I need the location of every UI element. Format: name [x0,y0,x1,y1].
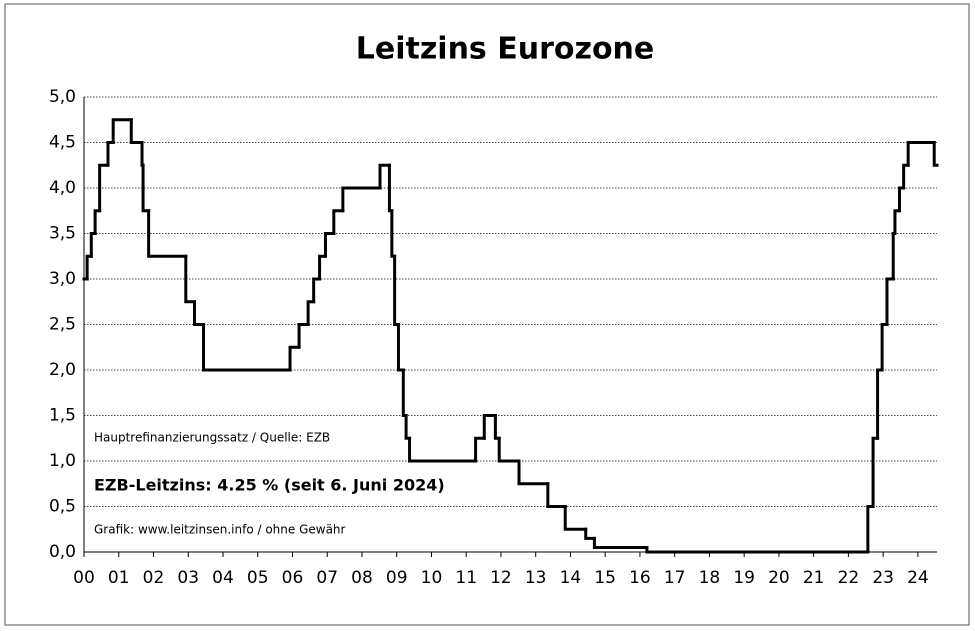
step-segment [332,209,345,235]
y-tick-label: 1,5 [49,406,76,426]
step-segment [129,118,144,144]
step-segment [932,141,939,167]
step-segment [866,505,875,554]
frame [4,3,970,626]
step-segment [140,141,145,167]
x-tick-label: 09 [386,568,408,588]
x-tick-label: 24 [907,568,929,588]
x-tick-label: 01 [108,568,130,588]
step-segment [408,436,478,463]
step-segment [880,323,889,372]
step-segment [297,323,310,349]
y-tick-label: 3,5 [49,224,76,244]
y-tick-label: 4,5 [49,133,76,153]
x-tick-label: 13 [525,568,547,588]
annotation: Hauptrefinanzierungssatz / Quelle: EZB [94,431,330,445]
x-tick-label: 02 [143,568,165,588]
step-segment [891,232,897,281]
y-tick-label: 5,0 [49,87,76,107]
x-tick-label: 21 [803,568,825,588]
step-segment [98,163,110,213]
annotation: Grafik: www.leitzinsen.info / ohne Gewäh… [94,523,346,537]
x-tick-label: 05 [247,568,269,588]
step-segment [584,527,596,540]
step-segment [147,209,188,258]
x-tick-label: 16 [629,568,651,588]
step-segment [111,118,133,144]
x-tick-label: 10 [421,568,443,588]
step-segment [906,141,936,167]
step-segment [141,163,151,213]
step-segment [341,186,382,213]
x-tick-label: 12 [490,568,512,588]
x-tick-label: 08 [351,568,373,588]
step-segment [318,254,327,281]
x-tick-label: 19 [733,568,755,588]
y-tick-label: 3,0 [49,269,76,289]
step-segment [202,323,292,372]
step-segment [876,368,884,440]
x-tick-label: 03 [177,568,199,588]
step-segment [306,300,316,326]
x-tick-label: 20 [768,568,790,588]
x-tick-label: 14 [560,568,582,588]
step-segment [563,505,588,531]
y-tick-label: 4,0 [49,178,76,198]
x-tick-label: 00 [73,568,95,588]
step-segment [474,436,486,463]
step-segment [192,300,206,326]
step-segment [288,345,301,372]
chart-title: Leitzins Eurozone [356,32,655,67]
step-segment [871,436,880,508]
step-segment [378,163,391,190]
x-tick-label: 04 [212,568,234,588]
step-segment [893,209,901,235]
step-segment [885,277,895,326]
step-segment [497,436,521,463]
step-segment [312,277,322,304]
x-tick-label: 11 [455,568,477,588]
step-segment [106,141,115,167]
annotation: EZB-Leitzins: 4.25 % (seit 6. Juni 2024) [94,476,445,495]
x-tick-label: 15 [594,568,616,588]
step-segment [396,323,405,372]
x-tick-label: 06 [282,568,304,588]
step-segment [482,414,497,440]
x-tick-label: 17 [664,568,686,588]
step-segment [645,545,870,554]
x-tick-label: 18 [699,568,721,588]
step-segment [93,209,102,235]
x-tick-label: 23 [872,568,894,588]
step-segment [517,459,550,486]
step-segment [323,232,336,258]
step-segment [546,482,567,508]
y-tick-label: 1,0 [49,451,76,471]
y-tick-label: 2,0 [49,360,76,380]
y-tick-label: 0,0 [49,542,76,562]
step-segment [902,163,910,190]
x-tick-label: 07 [316,568,338,588]
y-tick-label: 0,5 [49,497,76,517]
y-tick-label: 2,5 [49,315,76,335]
x-tick-label: 22 [838,568,860,588]
step-segment [184,254,196,304]
step-segment [592,536,649,549]
